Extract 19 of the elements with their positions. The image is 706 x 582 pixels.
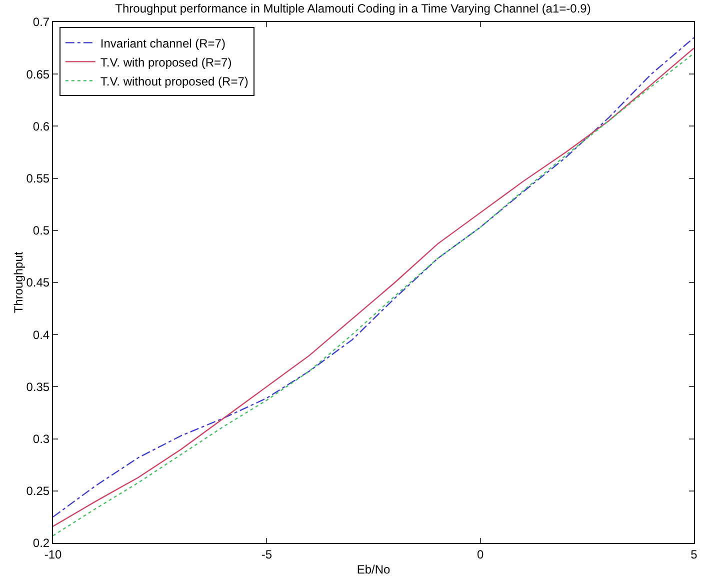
legend-label: T.V. with proposed (R=7) (100, 55, 232, 70)
x-tick-label: 5 (690, 547, 698, 562)
y-tick-label: 0.7 (32, 15, 50, 30)
y-tick-label: 0.25 (26, 484, 50, 498)
x-axis-title: Eb/No (356, 562, 390, 576)
y-tick-label: 0.45 (26, 276, 50, 290)
x-tick-label: -5 (261, 547, 272, 562)
y-tick-label: 0.6 (32, 119, 50, 134)
chart-title: Throughput performance in Multiple Alamouti Coding in a Time Varying Channel (a1=-0.9) (115, 1, 591, 16)
y-axis-title: Throughput (12, 251, 26, 314)
y-tick-label: 0.5 (32, 224, 50, 238)
x-tick-label: 0 (476, 547, 484, 562)
y-tick-label: 0.3 (32, 432, 50, 446)
y-tick-label: 0.65 (26, 67, 50, 82)
y-tick-label: 0.35 (26, 380, 50, 394)
legend-label: T.V. without proposed (R=7) (100, 74, 248, 88)
y-tick-label: 0.55 (26, 172, 50, 186)
y-tick-label: 0.4 (32, 328, 50, 342)
legend-label: Invariant channel (R=7) (100, 36, 226, 50)
